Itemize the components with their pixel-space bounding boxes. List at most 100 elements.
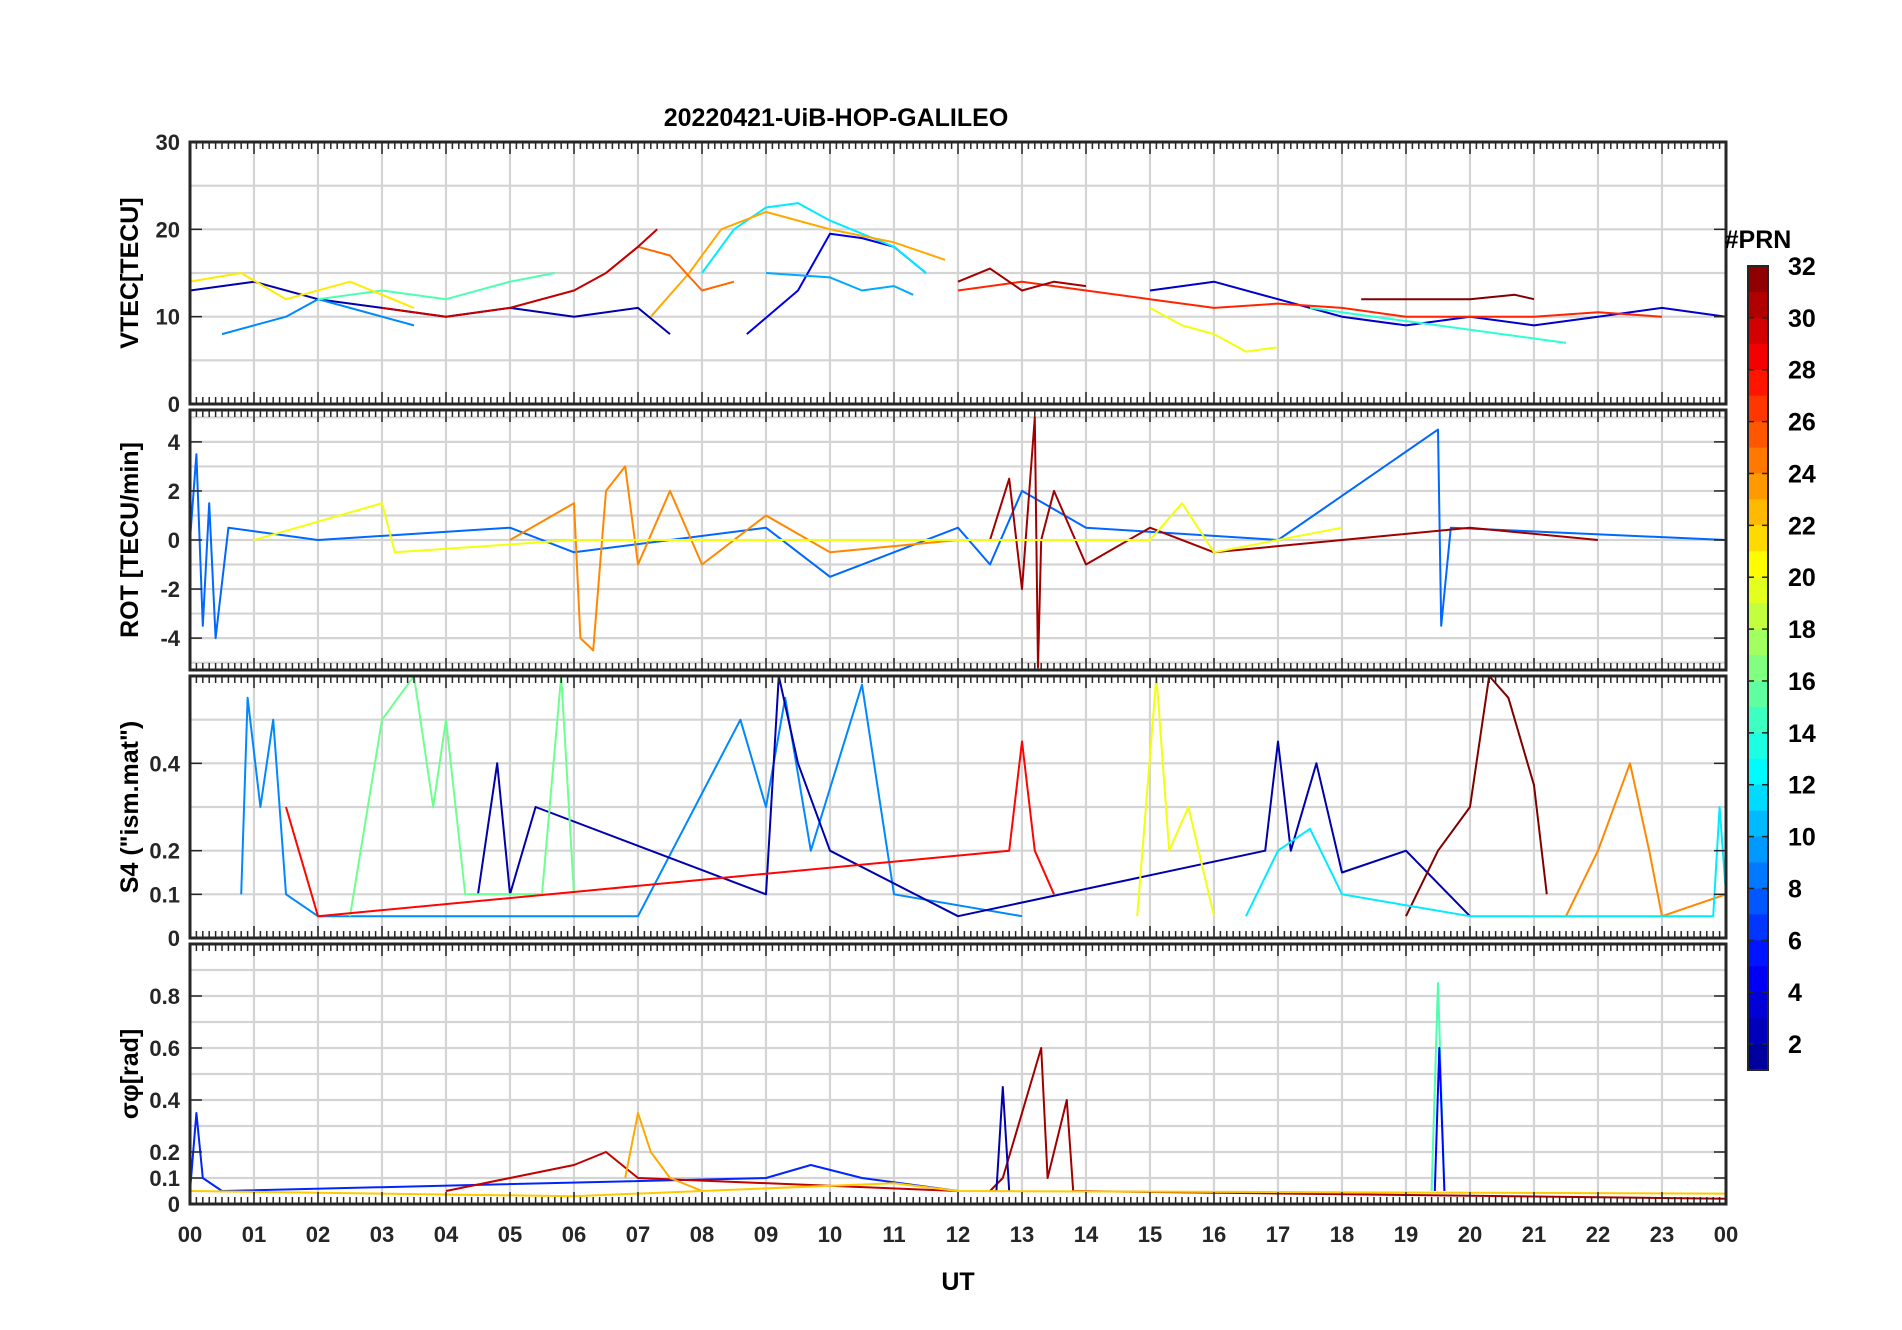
x-tick-label: 23 [1650,1222,1674,1247]
series-prn-31 [957,267,1087,292]
series-prn-2 [190,280,671,335]
x-tick-label: 00 [1714,1222,1738,1247]
colorbar-swatch [1748,966,1768,993]
colorbar-swatch [1748,577,1768,604]
colorbar-swatch [1748,758,1768,786]
colorbar-frame [1747,265,1769,1071]
colorbar-tick-label: 4 [1788,979,1802,1007]
y-tick-label: 0 [168,392,180,417]
x-tick-label: 16 [1202,1222,1226,1247]
x-tick-label: 00 [178,1222,202,1247]
series-prn-2 [477,676,1471,918]
series-prn-5 [1433,1047,1446,1192]
colorbar-swatch [1748,421,1768,449]
series-prn-16 [349,676,575,917]
x-tick-labels: 00 01 02 03 04 05 06 07 08 09 10 11 12 13 14 15 16 17 18 19… [178,1222,1738,1247]
colorbar-title: #PRN [1725,226,1792,254]
series-group [190,202,1726,353]
series-prn-3 [1149,280,1726,327]
y-tick-label: -2 [160,577,180,602]
y-tick-label: 0.4 [149,1088,180,1113]
x-tick-label: 07 [626,1222,650,1247]
series-prn-20 [253,502,1343,554]
colorbar-tick-label: 24 [1788,460,1816,488]
x-tick-label: 06 [562,1222,586,1247]
x-tick-label: 11 [882,1222,905,1247]
colorbar-tick-label: 32 [1788,253,1816,281]
series-prn-12 [1245,806,1726,918]
y-tick-label: 0 [168,528,180,553]
colorbar-tick-label: 12 [1788,772,1816,800]
series-prn-14 [1309,306,1567,344]
x-tick-label: 04 [434,1222,459,1247]
colorbar-swatch [1748,706,1768,734]
colorbar-tick-label: 8 [1788,875,1802,903]
colorbar-tick-label: 28 [1788,357,1816,385]
colorbar-swatch [1748,680,1768,708]
y-tick-label: 0.1 [149,1166,180,1191]
y-tick-label: -4 [160,626,180,651]
y-tick-label: 30 [156,130,180,155]
colorbar-swatch [1748,447,1768,475]
y-tick-label: 0 [168,1192,180,1217]
series-prn-4 [746,232,927,335]
series-prn-27 [957,280,1663,318]
x-tick-label: 17 [1266,1222,1290,1247]
colorbar-swatch [1748,1018,1768,1045]
y-axis-label: ROT [TECU/min] [116,442,144,638]
colorbar-swatch [1748,914,1768,941]
series-group [190,416,1726,669]
colorbar-tick-label: 14 [1788,720,1816,748]
y-axis-label: σφ[rad] [116,1029,144,1120]
y-tick-label: 0.2 [149,839,180,864]
panel-s4: 0 0.1 0.2 0.4S4 ("ism.mat") [116,674,1728,951]
series-prn-20 [1149,307,1279,353]
x-tick-label: 12 [946,1222,970,1247]
y-tick-label: 0.6 [149,1036,180,1061]
x-tick-label: 14 [1074,1222,1099,1247]
colorbar-tick-label: 22 [1788,512,1816,540]
colorbar-swatch [1748,369,1768,397]
colorbar-swatch [1748,499,1768,526]
series-prn-30 [381,228,658,318]
series-prn-9 [240,683,1023,918]
x-tick-label: 18 [1330,1222,1354,1247]
colorbar-tick-label: 16 [1788,668,1816,696]
series-prn-31 [989,1047,1726,1200]
y-tick-label: 4 [168,430,181,455]
x-tick-label: 19 [1394,1222,1418,1247]
series-prn-9 [221,298,415,336]
series-prn-30 [445,1151,959,1192]
series-prn-8 [190,428,1726,640]
panel-sigma: 00.10.2 0.4 0.6 0.8σφ[rad] [116,942,1728,1217]
series-prn-15 [317,272,555,301]
x-tick-label: 13 [1010,1222,1034,1247]
colorbar-tick-label: 2 [1788,1031,1802,1059]
x-axis-label: UT [941,1268,974,1296]
x-tick-label: 20 [1458,1222,1482,1247]
colorbar-swatch [1748,784,1768,812]
x-tick-label: 01 [242,1222,266,1247]
colorbar-swatch [1748,395,1768,423]
panel-rot: -4 -2 0 2 4 ROT [TECU/min] [116,408,1728,672]
series-prn-32 [1405,676,1548,917]
x-tick-label: 02 [306,1222,330,1247]
x-tick-label: 05 [498,1222,522,1247]
series-prn-23 [624,1112,703,1192]
y-tick-label: 2 [168,479,180,504]
x-tick-label: 10 [818,1222,842,1247]
series-prn-31 [989,416,1599,669]
series-prn-2 [995,1086,1011,1192]
y-tick-label: 0.4 [149,751,180,776]
colorbar-swatch [1748,810,1768,838]
colorbar-tick-label: 10 [1788,824,1816,852]
y-tick-label: 10 [156,305,180,330]
y-tick-label: 0.2 [149,1140,180,1165]
colorbar-swatch [1748,888,1768,915]
colorbar-swatch [1748,655,1768,682]
y-tick-label: 0.1 [149,882,180,907]
colorbar-swatch [1748,343,1768,371]
colorbar-swatch [1748,1044,1768,1071]
